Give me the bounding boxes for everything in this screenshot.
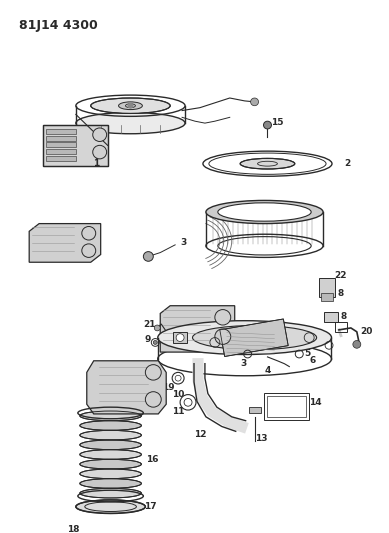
Text: 16: 16 [146,455,159,464]
Bar [46,142,76,147]
Text: 22: 22 [335,271,347,280]
Bar [43,125,108,166]
Bar [268,395,306,417]
Text: 14: 14 [309,398,321,407]
Ellipse shape [76,112,185,134]
Text: 17: 17 [144,502,157,511]
Ellipse shape [80,430,141,440]
Text: 21: 21 [143,320,156,328]
Circle shape [82,227,96,240]
Bar [46,149,76,154]
Bar [220,319,288,357]
Circle shape [263,121,272,129]
Circle shape [145,365,161,380]
Circle shape [93,146,107,159]
Text: 7: 7 [164,320,170,328]
Text: 9: 9 [144,335,151,344]
Ellipse shape [80,469,141,479]
Text: 81J14 4300: 81J14 4300 [19,19,98,32]
Bar [173,332,187,343]
Bar [43,125,108,166]
Bar [220,319,288,357]
Ellipse shape [240,158,295,169]
Ellipse shape [76,500,145,513]
Text: 15: 15 [271,118,284,127]
Polygon shape [87,361,166,414]
Bar [324,312,338,322]
Text: 5: 5 [304,349,310,358]
Text: 3: 3 [180,238,186,247]
Circle shape [153,341,157,344]
Circle shape [353,341,361,348]
Circle shape [154,325,160,331]
Polygon shape [29,224,101,262]
Bar [265,393,309,419]
Text: 6: 6 [309,356,315,365]
Text: 8: 8 [341,312,347,321]
Circle shape [215,329,231,344]
Text: 4: 4 [264,366,271,375]
Text: 10: 10 [172,390,184,399]
Ellipse shape [80,459,141,469]
Bar [319,278,335,297]
Bar [46,156,76,161]
Ellipse shape [80,479,141,488]
Bar [46,136,76,141]
Ellipse shape [80,411,141,421]
Ellipse shape [80,450,141,459]
Ellipse shape [193,326,317,350]
Ellipse shape [218,203,311,221]
Ellipse shape [91,98,170,114]
Text: 18: 18 [67,526,79,533]
Text: 12: 12 [194,430,206,439]
Ellipse shape [80,488,141,498]
Text: 8: 8 [338,289,344,297]
Ellipse shape [206,200,323,224]
Text: 2: 2 [344,159,350,168]
Circle shape [144,252,153,261]
Text: 11: 11 [172,408,184,416]
Text: 23: 23 [181,316,193,325]
Text: 3: 3 [240,359,247,368]
Ellipse shape [158,321,331,354]
Circle shape [93,128,107,141]
Text: 13: 13 [255,433,268,442]
Circle shape [215,310,231,325]
Text: 20: 20 [361,327,373,336]
Polygon shape [160,306,235,352]
Bar [46,129,76,134]
Circle shape [82,244,96,257]
Bar [321,293,333,301]
Bar [249,407,261,413]
Bar [335,322,347,332]
Ellipse shape [80,440,141,450]
Text: 1: 1 [93,159,99,168]
Circle shape [145,392,161,407]
Circle shape [128,103,133,109]
Ellipse shape [119,102,142,110]
Circle shape [176,334,184,342]
Text: 19: 19 [162,383,175,392]
Circle shape [251,98,259,106]
Ellipse shape [80,421,141,430]
